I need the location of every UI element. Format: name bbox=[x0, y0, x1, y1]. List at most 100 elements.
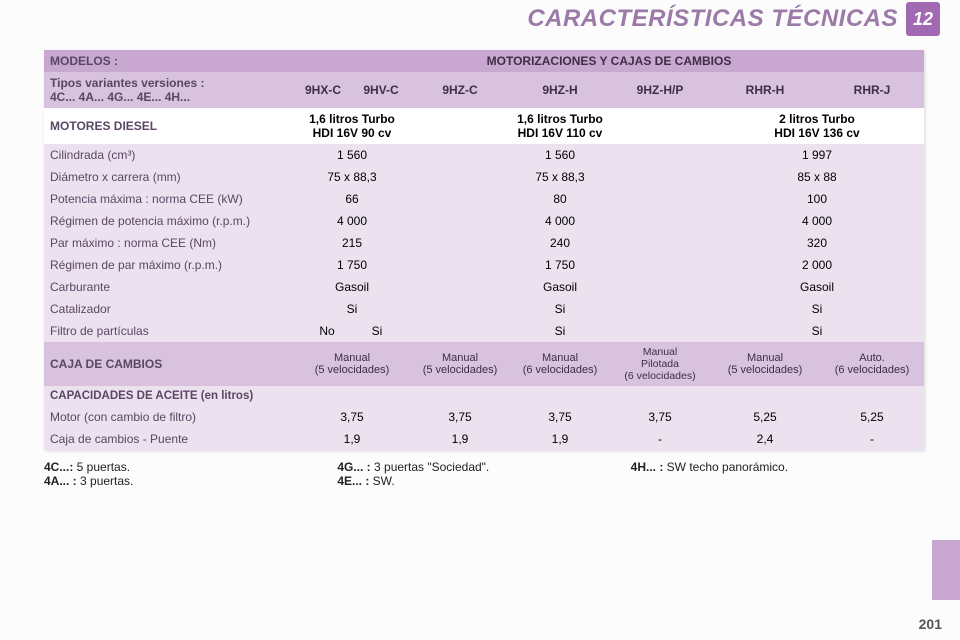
foot-4a: 4A... : 3 puertas. bbox=[44, 474, 337, 488]
foot-4e-key: 4E... : bbox=[337, 474, 369, 488]
foot-col-2: 4G... : 3 puertas "Sociedad". 4E... : SW… bbox=[337, 460, 630, 488]
footnotes: 4C...: 5 puertas. 4A... : 3 puertas. 4G.… bbox=[44, 460, 924, 488]
row-label: Carburante bbox=[44, 276, 294, 298]
motor-v1: 3,75 bbox=[294, 406, 410, 428]
row-val-b: 1 750 bbox=[410, 254, 710, 276]
puente-v6: - bbox=[820, 428, 924, 450]
table-row: CarburanteGasoilGasoilGasoil bbox=[44, 276, 924, 298]
cell-motores-diesel: MOTORES DIESEL bbox=[44, 108, 294, 144]
cell-filtro-a2: Si bbox=[352, 324, 402, 338]
gear-5: Manual (5 velocidades) bbox=[710, 342, 820, 386]
row-label: Régimen de potencia máximo (r.p.m.) bbox=[44, 210, 294, 232]
row-label: Par máximo : norma CEE (Nm) bbox=[44, 232, 294, 254]
row-val-c: 4 000 bbox=[710, 210, 924, 232]
row-val-a: 1 750 bbox=[294, 254, 410, 276]
side-tab bbox=[932, 540, 960, 600]
cell-motorizaciones: MOTORIZACIONES Y CAJAS DE CAMBIOS bbox=[294, 50, 924, 72]
col-rhr-h: RHR-H bbox=[710, 72, 820, 108]
col-9hv-c: 9HV-C bbox=[352, 72, 410, 108]
engine-2: 1,6 litros Turbo HDI 16V 110 cv bbox=[410, 108, 710, 144]
chapter-badge: 12 bbox=[906, 2, 940, 36]
motor-v4: 3,75 bbox=[610, 406, 710, 428]
row-val-c: 100 bbox=[710, 188, 924, 210]
row-puente: Caja de cambios - Puente 1,9 1,9 1,9 - 2… bbox=[44, 428, 924, 450]
foot-4c: 4C...: 5 puertas. bbox=[44, 460, 337, 474]
row-caja-header: CAJA DE CAMBIOS Manual (5 velocidades) M… bbox=[44, 342, 924, 386]
cell-filtro-b: Si bbox=[410, 320, 710, 342]
page-title: CARACTERÍSTICAS TÉCNICAS bbox=[20, 5, 898, 33]
table-row: Régimen de par máximo (r.p.m.)1 7501 750… bbox=[44, 254, 924, 276]
motor-v2: 3,75 bbox=[410, 406, 510, 428]
foot-4a-key: 4A... : bbox=[44, 474, 77, 488]
row-val-b: 75 x 88,3 bbox=[410, 166, 710, 188]
row-val-c: 2 000 bbox=[710, 254, 924, 276]
row-label: Cilindrada (cm³) bbox=[44, 144, 294, 166]
col-9hx-c: 9HX-C bbox=[294, 72, 352, 108]
gear-1: Manual (5 velocidades) bbox=[294, 342, 410, 386]
row-val-c: Gasoil bbox=[710, 276, 924, 298]
engine-3: 2 litros Turbo HDI 16V 136 cv bbox=[710, 108, 924, 144]
foot-4g: 4G... : 3 puertas "Sociedad". bbox=[337, 460, 630, 474]
row-val-a: 4 000 bbox=[294, 210, 410, 232]
cell-tipos-label: Tipos variantes versiones : 4C... 4A... … bbox=[44, 72, 294, 108]
row-engines-header: MOTORES DIESEL 1,6 litros Turbo HDI 16V … bbox=[44, 108, 924, 144]
foot-4h: 4H... : SW techo panorámico. bbox=[631, 460, 924, 474]
row-label: Catalizador bbox=[44, 298, 294, 320]
table-row: Par máximo : norma CEE (Nm)215240320 bbox=[44, 232, 924, 254]
cell-motor-label: Motor (con cambio de filtro) bbox=[44, 406, 294, 428]
header: CARACTERÍSTICAS TÉCNICAS 12 bbox=[0, 0, 960, 42]
col-9hz-h: 9HZ-H bbox=[510, 72, 610, 108]
row-val-a: 215 bbox=[294, 232, 410, 254]
foot-4e: 4E... : SW. bbox=[337, 474, 630, 488]
foot-4e-val: SW. bbox=[369, 474, 394, 488]
foot-4h-val: SW techo panorámico. bbox=[663, 460, 788, 474]
page-number: 201 bbox=[919, 616, 942, 632]
cell-capacidades-label: CAPACIDADES DE ACEITE (en litros) bbox=[44, 386, 924, 406]
puente-v2: 1,9 bbox=[410, 428, 510, 450]
row-header-main: MODELOS : MOTORIZACIONES Y CAJAS DE CAMB… bbox=[44, 50, 924, 72]
cell-puente-label: Caja de cambios - Puente bbox=[44, 428, 294, 450]
foot-4c-val: 5 puertas. bbox=[73, 460, 130, 474]
row-val-c: Si bbox=[710, 298, 924, 320]
table-row: Cilindrada (cm³)1 5601 5601 997 bbox=[44, 144, 924, 166]
foot-4h-key: 4H... : bbox=[631, 460, 664, 474]
row-val-a: 75 x 88,3 bbox=[294, 166, 410, 188]
row-val-b: Gasoil bbox=[410, 276, 710, 298]
gear-3: Manual (6 velocidades) bbox=[510, 342, 610, 386]
row-val-a: 66 bbox=[294, 188, 410, 210]
motor-v3: 3,75 bbox=[510, 406, 610, 428]
puente-v3: 1,9 bbox=[510, 428, 610, 450]
row-label: Potencia máxima : norma CEE (kW) bbox=[44, 188, 294, 210]
row-val-a: 1 560 bbox=[294, 144, 410, 166]
row-val-b: 4 000 bbox=[410, 210, 710, 232]
row-val-a: Si bbox=[294, 298, 410, 320]
row-motor: Motor (con cambio de filtro) 3,75 3,75 3… bbox=[44, 406, 924, 428]
row-filtro: Filtro de partículas NoSi Si Si bbox=[44, 320, 924, 342]
foot-4c-key: 4C...: bbox=[44, 460, 73, 474]
row-val-b: 80 bbox=[410, 188, 710, 210]
col-rhr-j: RHR-J bbox=[820, 72, 924, 108]
row-val-b: 240 bbox=[410, 232, 710, 254]
gear-2: Manual (5 velocidades) bbox=[410, 342, 510, 386]
puente-v5: 2,4 bbox=[710, 428, 820, 450]
motor-v5: 5,25 bbox=[710, 406, 820, 428]
row-label: Diámetro x carrera (mm) bbox=[44, 166, 294, 188]
cell-filtro-c: Si bbox=[710, 320, 924, 342]
puente-v4: - bbox=[610, 428, 710, 450]
spec-table: MODELOS : MOTORIZACIONES Y CAJAS DE CAMB… bbox=[44, 50, 924, 450]
row-val-b: 1 560 bbox=[410, 144, 710, 166]
row-val-c: 320 bbox=[710, 232, 924, 254]
row-val-c: 1 997 bbox=[710, 144, 924, 166]
gear-4: Manual Pilotada (6 velocidades) bbox=[610, 342, 710, 386]
cell-filtro-a1: No bbox=[302, 324, 352, 338]
row-capacidades-header: CAPACIDADES DE ACEITE (en litros) bbox=[44, 386, 924, 406]
table-row: Régimen de potencia máximo (r.p.m.)4 000… bbox=[44, 210, 924, 232]
row-variants-header: Tipos variantes versiones : 4C... 4A... … bbox=[44, 72, 924, 108]
row-val-c: 85 x 88 bbox=[710, 166, 924, 188]
foot-4g-key: 4G... : bbox=[337, 460, 370, 474]
gear-6: Auto. (6 velocidades) bbox=[820, 342, 924, 386]
cell-caja-label: CAJA DE CAMBIOS bbox=[44, 342, 294, 386]
cell-filtro-a: NoSi bbox=[294, 320, 410, 342]
table-row: Potencia máxima : norma CEE (kW)6680100 bbox=[44, 188, 924, 210]
puente-v1: 1,9 bbox=[294, 428, 410, 450]
